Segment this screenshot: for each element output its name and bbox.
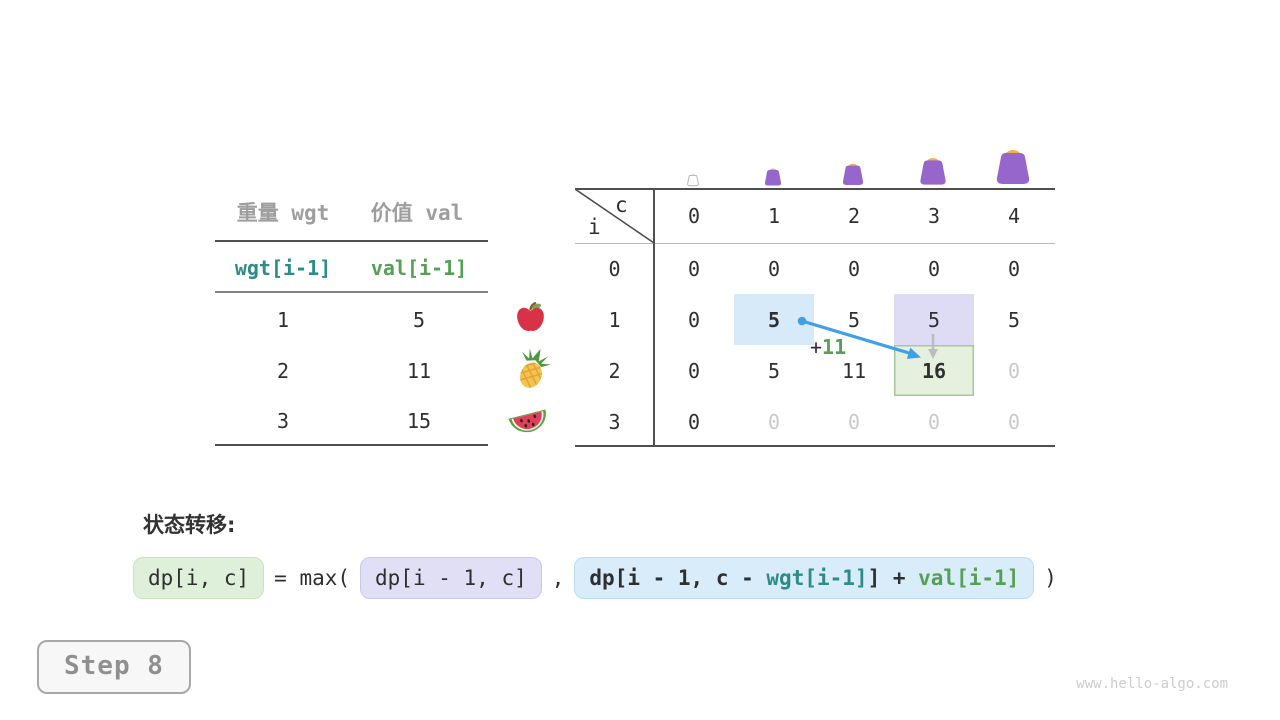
formula-close-paren: ) bbox=[1044, 566, 1057, 590]
step-indicator: Step 8 bbox=[37, 640, 191, 694]
item-1-weight: 1 bbox=[276, 308, 290, 332]
dp-col-header-2: 2 bbox=[847, 204, 861, 228]
dp-row-header-0: 0 bbox=[608, 256, 621, 281]
dp-cell-i1-c1: 5 bbox=[767, 307, 781, 332]
dp-cell-i0-c0: 0 bbox=[687, 256, 701, 281]
dp-col-header-3: 3 bbox=[927, 204, 941, 228]
formula-option2: dp[i - 1, c - wgt[i-1]] + val[i-1] bbox=[574, 557, 1035, 599]
dp-table-rule-top bbox=[575, 188, 1055, 190]
item-3-weight: 3 bbox=[276, 409, 290, 433]
formula-comma: , bbox=[551, 566, 565, 590]
formula-option2-prefix: dp[i - 1, c - bbox=[589, 566, 767, 590]
bag-icon-3 bbox=[914, 151, 952, 187]
bag-icon-1 bbox=[761, 164, 785, 187]
dp-cell-i2-c0: 0 bbox=[687, 358, 701, 383]
watermelon-icon bbox=[506, 402, 550, 438]
dp-table-corner-row-label: i bbox=[588, 215, 601, 239]
dp-cell-i2-c2: 11 bbox=[841, 358, 867, 383]
items-table-formula-wgt: wgt[i-1] bbox=[234, 256, 332, 280]
transition-heading: 状态转移: bbox=[143, 513, 236, 537]
dp-cell-i0-c3: 0 bbox=[927, 256, 941, 281]
apple-icon bbox=[514, 301, 547, 334]
dp-table-rule-header bbox=[575, 243, 1055, 244]
watermark: www.hello-algo.com bbox=[1076, 676, 1228, 692]
dp-table-corner-diagonal bbox=[575, 188, 655, 244]
dp-cell-i3-c3: 0 bbox=[927, 409, 941, 434]
dp-cell-i0-c1: 0 bbox=[767, 256, 781, 281]
bag-icon-2 bbox=[838, 158, 868, 187]
item-3-value: 15 bbox=[406, 409, 432, 433]
dp-col-header-4: 4 bbox=[1007, 204, 1021, 228]
dp-cell-i3-c2: 0 bbox=[847, 409, 861, 434]
dp-col-header-1: 1 bbox=[767, 204, 781, 228]
dp-row-header-3: 3 bbox=[608, 409, 621, 434]
item-2-weight: 2 bbox=[276, 359, 290, 383]
dp-cell-i0-c2: 0 bbox=[847, 256, 861, 281]
dp-cell-i2-c1: 5 bbox=[767, 358, 781, 383]
formula-option2-wgt: wgt[i-1] bbox=[766, 566, 868, 590]
formula-option2-mid: ] + bbox=[867, 566, 919, 590]
bag-icon-empty bbox=[685, 171, 701, 187]
formula-lhs: dp[i, c] bbox=[133, 557, 265, 599]
pineapple-icon bbox=[513, 346, 551, 390]
bag-icon-4 bbox=[989, 141, 1037, 187]
item-1-value: 5 bbox=[412, 308, 426, 332]
item-2-value: 11 bbox=[406, 359, 432, 383]
formula-option2-val: val[i-1] bbox=[918, 566, 1020, 590]
items-table-rule-top bbox=[215, 240, 488, 242]
dp-cell-i2-c4: 0 bbox=[1007, 358, 1021, 383]
dp-cell-i3-c0: 0 bbox=[687, 409, 701, 434]
dp-cell-i0-c4: 0 bbox=[1007, 256, 1021, 281]
dp-cell-i3-c4: 0 bbox=[1007, 409, 1021, 434]
dp-cell-i3-c1: 0 bbox=[767, 409, 781, 434]
transfer-annotation: +11 bbox=[810, 335, 846, 359]
dp-cell-i1-c4: 5 bbox=[1007, 307, 1021, 332]
items-table-rule-mid bbox=[215, 291, 488, 293]
dp-cell-i1-c3: 5 bbox=[927, 307, 941, 332]
transfer-plus: + bbox=[810, 335, 823, 359]
dp-table-rule-bottom bbox=[575, 445, 1055, 447]
formula-option1: dp[i - 1, c] bbox=[360, 557, 542, 599]
transfer-value: 11 bbox=[822, 335, 847, 359]
dp-row-header-2: 2 bbox=[608, 358, 621, 383]
dp-cell-i1-c0: 0 bbox=[687, 307, 701, 332]
dp-cell-i2-c3: 16 bbox=[921, 358, 947, 383]
dp-col-header-0: 0 bbox=[687, 204, 701, 228]
dp-table-rule-vertical bbox=[653, 188, 655, 447]
formula-equals-max: = max( bbox=[274, 566, 351, 590]
items-table-header-value: 价值 val bbox=[370, 201, 464, 225]
transition-formula: dp[i, c] = max( dp[i - 1, c] , dp[i - 1,… bbox=[133, 557, 1057, 599]
dp-table-corner-col-label: c bbox=[615, 193, 628, 217]
dp-row-header-1: 1 bbox=[608, 307, 621, 332]
items-table-header-weight: 重量 wgt bbox=[236, 201, 330, 225]
items-table-rule-bottom bbox=[215, 444, 488, 446]
items-table-formula-val: val[i-1] bbox=[370, 256, 468, 280]
